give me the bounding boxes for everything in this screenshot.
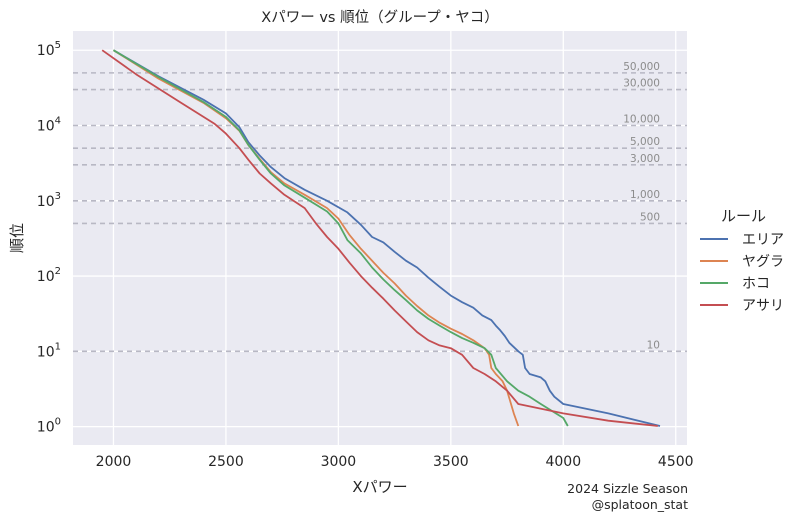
reference-line-label: 30,000	[623, 78, 660, 90]
x-tick-label: 2500	[208, 454, 244, 470]
y-tick-label: 105	[37, 40, 61, 59]
y-axis-label: 順位	[8, 223, 26, 253]
reference-line-label: 50,000	[623, 61, 660, 73]
x-tick-label: 4000	[545, 454, 581, 470]
reference-line-label: 5,000	[630, 136, 660, 148]
reference-line-label: 1,000	[630, 189, 660, 201]
series-line	[113, 49, 661, 427]
x-tick-label: 4500	[658, 454, 694, 470]
y-tick-label: 103	[37, 191, 61, 210]
x-tick-label: 2000	[96, 454, 132, 470]
x-axis-label: Xパワー	[352, 478, 407, 496]
series-line	[113, 49, 569, 427]
reference-line-label: 3,000	[630, 153, 660, 165]
chart-title: Xパワー vs 順位（グループ・ヤコ）	[261, 9, 498, 26]
legend-title: ルール	[721, 207, 766, 225]
legend-label: ホコ	[742, 276, 770, 292]
series-line	[101, 49, 658, 427]
reference-line-label: 10	[647, 339, 660, 351]
y-tick-labels: 100 101 102 103 104 105	[37, 40, 61, 435]
reference-line-label: 500	[640, 211, 660, 223]
y-tick-label: 100	[37, 417, 61, 436]
x-tick-labels: 2000 2500 3000 3500 4000 4500	[96, 454, 694, 470]
y-tick-label: 104	[37, 115, 61, 134]
y-tick-label: 102	[37, 266, 61, 285]
credit-season: 2024 Sizzle Season	[567, 481, 688, 496]
x-tick-label: 3500	[433, 454, 469, 470]
series-lines	[101, 49, 661, 427]
legend-label: ヤグラ	[742, 254, 784, 270]
reference-lines: 50,000 30,000 10,000 5,000 3,000 1,000 500 10	[73, 61, 687, 353]
legend-label: エリア	[742, 232, 784, 248]
credit-handle: @splatoon_stat	[592, 497, 689, 512]
y-tick-label: 101	[37, 341, 61, 360]
x-tick-label: 3000	[321, 454, 357, 470]
reference-line-label: 10,000	[623, 113, 660, 125]
legend-label: アサリ	[742, 298, 784, 314]
